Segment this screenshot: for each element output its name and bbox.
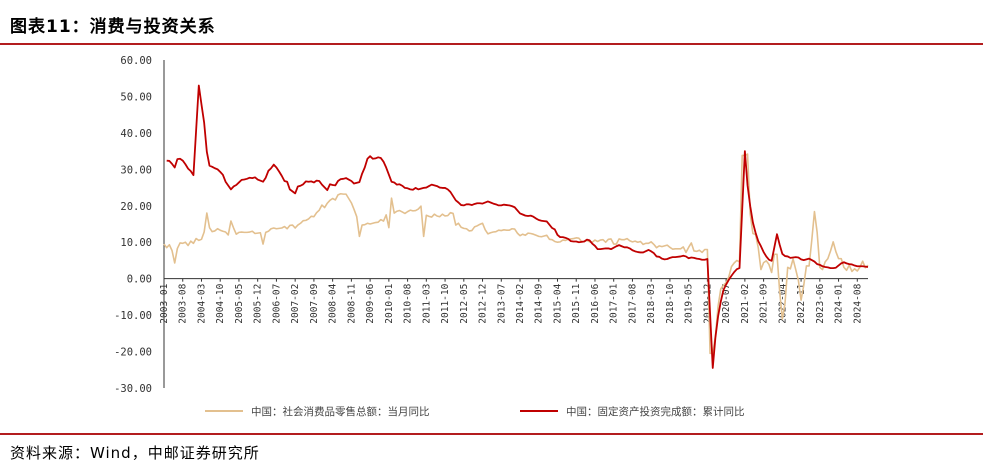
- series-line-retail-sales: [163, 153, 869, 355]
- x-tick-label: 2014-02: [515, 284, 526, 324]
- x-tick-label: 2022-11: [796, 283, 807, 323]
- x-tick-label: 2004-03: [196, 284, 207, 324]
- x-tick-label: 2011-03: [421, 284, 432, 324]
- x-tick-label: 2016-06: [590, 283, 601, 323]
- x-tick-label: 2018-10: [665, 283, 676, 323]
- x-tick-label: 2019-12: [702, 284, 713, 324]
- y-tick-label: -20.00: [114, 347, 152, 359]
- x-tick-label: 2021-02: [740, 284, 751, 324]
- y-tick-label: -30.00: [114, 383, 152, 395]
- x-tick-label: 2013-07: [496, 284, 507, 324]
- y-tick-label: 20.00: [120, 201, 152, 213]
- chart-legend: 中国：社会消费品零售总额：当月同比 中国：固定资产投资完成额：累计同比: [205, 405, 745, 418]
- x-tick-label: 2011-10: [440, 283, 451, 323]
- y-tick-label: 60.00: [120, 55, 152, 67]
- x-tick-label: 2009-06: [365, 283, 376, 323]
- x-tick-label: 2019-05: [684, 284, 695, 324]
- x-tick-label: 2018-03: [646, 284, 657, 324]
- chart: 60.00 50.00 40.00 30.00 20.00 10.00 0.00 -10.00…: [114, 55, 869, 418]
- x-tick-label: 2004-10: [215, 283, 226, 323]
- x-tick-label: 2005-05: [234, 284, 245, 324]
- chart-series: [163, 84, 869, 369]
- bottom-rule: [0, 433, 983, 435]
- title-bar: 图表11：消费与投资关系: [0, 0, 983, 44]
- legend-label: 中国：固定资产投资完成额：累计同比: [566, 405, 745, 418]
- x-tick-label: 2015-04: [552, 283, 563, 323]
- x-tick-label: 2003-01: [159, 283, 170, 323]
- x-tick-label: 2007-02: [290, 284, 301, 324]
- legend-label: 中国：社会消费品零售总额：当月同比: [251, 405, 430, 418]
- y-tick-label: 30.00: [120, 164, 152, 176]
- y-tick-label: -10.00: [114, 310, 152, 322]
- x-tick-label: 2008-11: [346, 283, 357, 323]
- figure-title: 图表11：消费与投资关系: [10, 17, 216, 37]
- x-tick-label: 2014-09: [534, 283, 545, 323]
- y-tick-label: 10.00: [120, 237, 152, 249]
- series-line-fixed-investment: [166, 84, 869, 369]
- y-tick-label: 40.00: [120, 128, 152, 140]
- x-tick-label: 2017-01: [609, 283, 620, 323]
- y-tick-label: 0.00: [127, 274, 152, 286]
- x-tick-label: 2006-07: [271, 284, 282, 324]
- x-tick-label: 2012-12: [478, 284, 489, 324]
- x-tick-label: 2005-12: [253, 284, 264, 324]
- x-tick-label: 2020-07: [721, 284, 732, 324]
- top-rule: [0, 43, 983, 45]
- x-tick-label: 2003-08: [178, 283, 189, 323]
- x-tick-label: 2007-09: [309, 283, 320, 323]
- x-tick-label: 2022-04: [777, 283, 788, 323]
- x-tick-label: 2010-08: [403, 283, 414, 323]
- source-note: 资料来源：Wind，中邮证券研究所: [10, 444, 260, 462]
- chart-axes: 60.00 50.00 40.00 30.00 20.00 10.00 0.00 -10.00…: [114, 55, 868, 395]
- x-tick-label: 2008-04: [328, 283, 339, 323]
- y-tick-label: 50.00: [120, 91, 152, 103]
- x-tick-label: 2024-01: [834, 283, 845, 323]
- x-tick-label: 2021-09: [759, 283, 770, 323]
- x-tick-label: 2015-11: [571, 283, 582, 323]
- x-tick-label: 2017-08: [627, 283, 638, 323]
- x-tick-label: 2023-06: [815, 283, 826, 323]
- x-tick-label: 2012-05: [459, 284, 470, 324]
- x-tick-label: 2010-01: [384, 283, 395, 323]
- x-tick-label: 2024-08: [852, 283, 863, 323]
